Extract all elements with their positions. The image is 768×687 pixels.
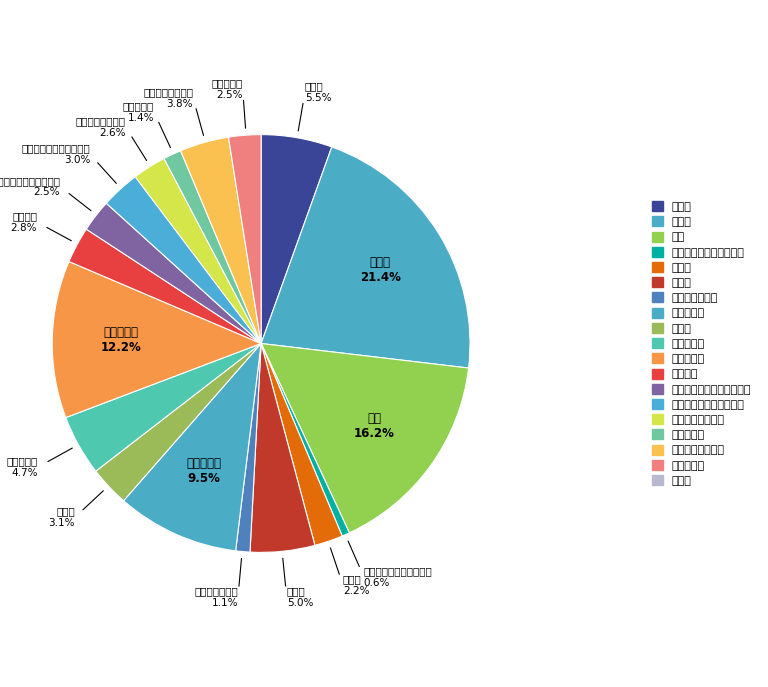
Wedge shape xyxy=(261,135,332,344)
Wedge shape xyxy=(261,147,470,368)
Text: 電気ガス水道業
1.1%: 電気ガス水道業 1.1% xyxy=(194,587,238,608)
Wedge shape xyxy=(86,203,261,344)
Text: 教育・学習支援業
2.6%: 教育・学習支援業 2.6% xyxy=(76,117,126,138)
Text: 学術研究・専門サービス業
2.5%: 学術研究・専門サービス業 2.5% xyxy=(0,176,60,197)
Text: 医療・福祉
1.4%: 医療・福祉 1.4% xyxy=(123,102,154,123)
Wedge shape xyxy=(180,137,261,344)
Wedge shape xyxy=(106,177,261,344)
Text: 宿泊業・飲食サービス業
3.0%: 宿泊業・飲食サービス業 3.0% xyxy=(22,144,90,166)
Wedge shape xyxy=(66,344,261,471)
Text: 不動産業
2.8%: 不動産業 2.8% xyxy=(11,212,37,233)
Text: 進学者
5.5%: 進学者 5.5% xyxy=(305,82,332,103)
Text: 公務員
21.4%: 公務員 21.4% xyxy=(359,256,401,284)
Wedge shape xyxy=(261,344,343,545)
Wedge shape xyxy=(261,344,349,536)
Text: 複合サービス事業
3.8%: 複合サービス事業 3.8% xyxy=(143,87,193,109)
Wedge shape xyxy=(52,262,261,418)
Wedge shape xyxy=(228,135,261,344)
Wedge shape xyxy=(124,344,261,551)
Wedge shape xyxy=(261,344,468,533)
Text: 建設業
2.2%: 建設業 2.2% xyxy=(343,574,369,596)
Wedge shape xyxy=(164,150,261,344)
Wedge shape xyxy=(96,344,261,501)
Text: 農業・林業・漁業・鉱業
0.6%: 農業・林業・漁業・鉱業 0.6% xyxy=(364,566,432,587)
Wedge shape xyxy=(135,159,261,344)
Text: 卸売小売業
4.7%: 卸売小売業 4.7% xyxy=(7,456,38,477)
Text: 情報通信業
9.5%: 情報通信業 9.5% xyxy=(186,457,221,485)
Text: 運輸業
3.1%: 運輸業 3.1% xyxy=(48,506,74,528)
Text: 製造業
5.0%: 製造業 5.0% xyxy=(286,586,313,608)
Wedge shape xyxy=(236,344,261,552)
Wedge shape xyxy=(69,229,261,344)
Legend: 進学者, 公務員, 教員, 農業・林業・漁業・鉱業, 建設業, 製造業, 電気ガス水道業, 情報通信業, 運輸業, 卸売小売業, 金融保険業, 不動産業, 学術: 進学者, 公務員, 教員, 農業・林業・漁業・鉱業, 建設業, 製造業, 電気ガ… xyxy=(649,198,755,489)
Text: 教員
16.2%: 教員 16.2% xyxy=(354,412,395,440)
Wedge shape xyxy=(250,344,315,552)
Text: サービス業
2.5%: サービス業 2.5% xyxy=(211,78,243,100)
Text: 金融保険業
12.2%: 金融保険業 12.2% xyxy=(101,326,141,354)
